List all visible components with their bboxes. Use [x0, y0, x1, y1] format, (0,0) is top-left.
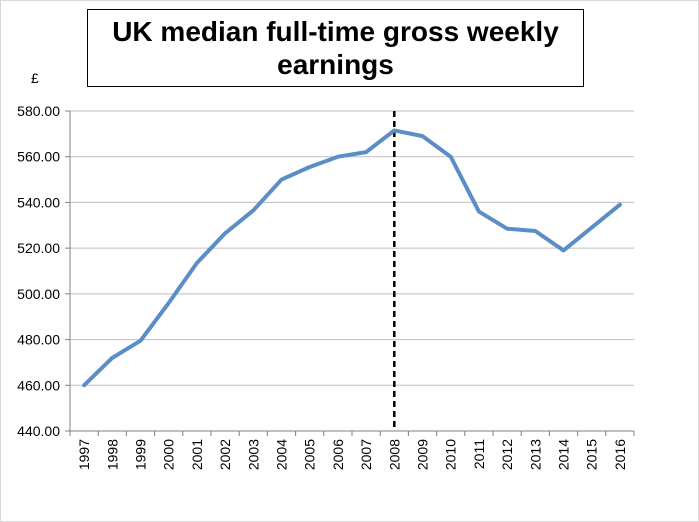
x-tick-label: 2002 — [217, 439, 233, 470]
y-tick-label: 500.00 — [17, 286, 60, 302]
x-tick-label: 2006 — [330, 439, 346, 470]
x-tick-label: 1997 — [76, 439, 92, 470]
x-tick-label: 1998 — [104, 439, 120, 470]
y-tick-label: 560.00 — [17, 149, 60, 165]
chart-title: UK median full-time gross weekly earning… — [112, 16, 559, 80]
x-tick-label: 2009 — [415, 439, 431, 470]
x-tick-label: 1999 — [133, 439, 149, 470]
x-tick-label: 2016 — [612, 439, 628, 470]
y-tick-label: 580.00 — [17, 103, 60, 119]
y-tick-labels: 440.00 460.00 480.00 500.00 520.00 540.00 560.… — [17, 103, 60, 439]
x-tick-label: 2012 — [499, 439, 515, 470]
x-tick-label: 2008 — [386, 439, 402, 470]
x-tick-label: 2007 — [358, 439, 374, 470]
y-tick-label: 440.00 — [17, 423, 60, 439]
x-tick-label: 2011 — [471, 439, 487, 469]
x-tick-labels: 1997 1998 1999 2000 2001 2002 2003 2004 2005 2006… — [76, 439, 628, 470]
x-tick-label: 2013 — [527, 439, 543, 470]
y-tick-label: 460.00 — [17, 377, 60, 393]
x-tick-label: 2003 — [245, 439, 261, 470]
y-tick-label: 520.00 — [17, 240, 60, 256]
x-tick-label: 2005 — [302, 439, 318, 470]
x-tick-label: 2000 — [161, 439, 177, 470]
x-tick-label: 2010 — [443, 439, 459, 470]
x-tick-label: 2001 — [189, 439, 205, 470]
gridlines — [70, 110, 634, 386]
chart-title-box: UK median full-time gross weekly earning… — [87, 9, 584, 87]
y-tick-label: 480.00 — [17, 332, 60, 348]
y-axis-unit-label: £ — [31, 70, 39, 86]
series-group — [82, 128, 622, 388]
series-line — [82, 128, 622, 388]
x-tick-label: 2015 — [584, 439, 600, 470]
axes — [65, 110, 635, 436]
x-tick-label: 2004 — [274, 439, 290, 470]
x-tick-label: 2014 — [556, 439, 572, 470]
y-tick-label: 540.00 — [17, 194, 60, 210]
